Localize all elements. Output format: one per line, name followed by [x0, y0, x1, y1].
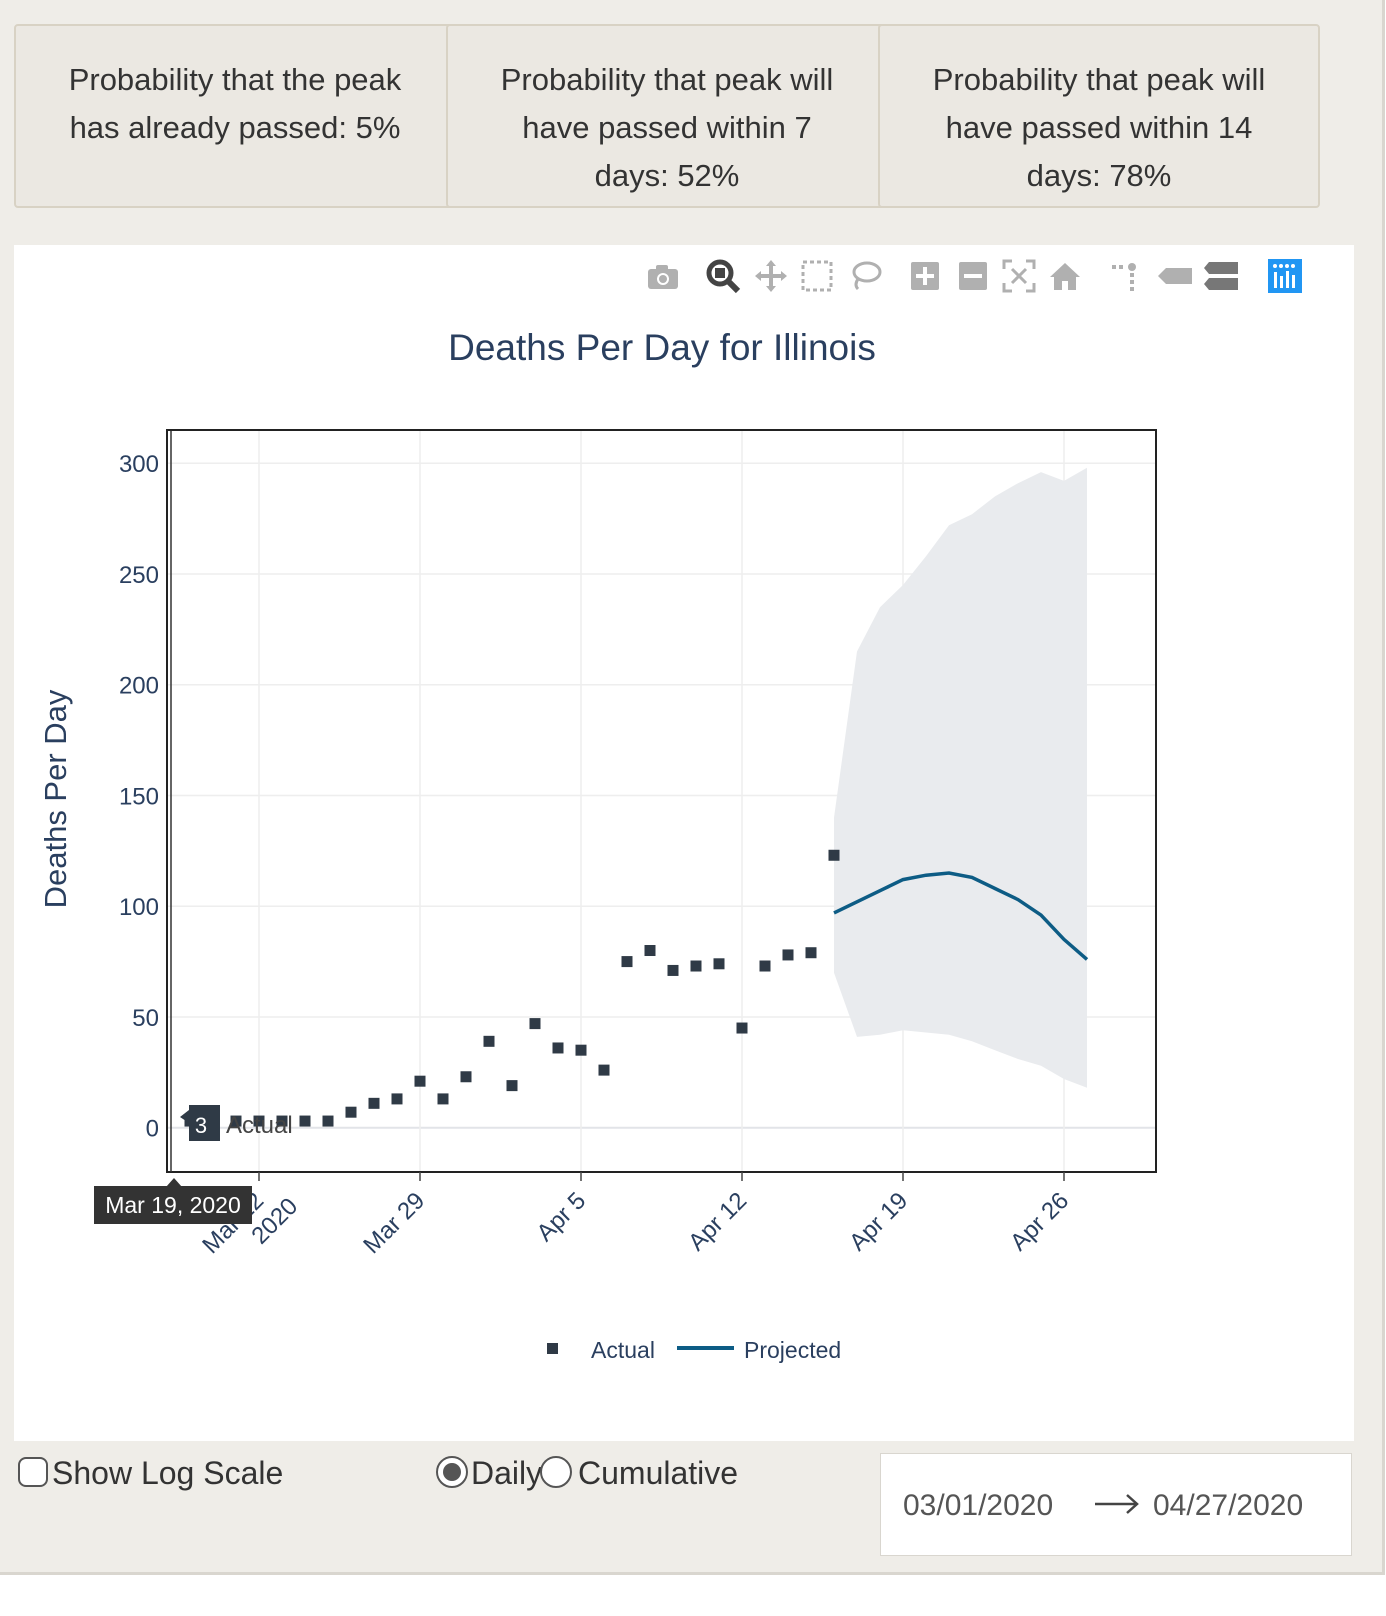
chart-modebar — [14, 245, 1354, 305]
actual-data-point — [299, 1115, 311, 1127]
app-background: Probability that the peak has already pa… — [0, 0, 1385, 1575]
camera-icon[interactable] — [644, 257, 682, 295]
projection-uncertainty-band — [834, 467, 1087, 1088]
pan-icon[interactable] — [752, 257, 790, 295]
actual-data-point — [368, 1097, 380, 1109]
projected-series-line — [833, 871, 1089, 961]
actual-data-point — [828, 849, 840, 861]
cumulative-radio[interactable] — [540, 1456, 572, 1488]
actual-data-point — [276, 1115, 288, 1127]
actual-data-point — [713, 958, 725, 970]
x-tick-label: Apr 5 — [532, 1187, 592, 1247]
actual-data-point — [460, 1071, 472, 1083]
legend-actual-label[interactable]: Actual — [591, 1337, 655, 1363]
peak-7-days-probability-card: Probability that peak will have passed w… — [446, 24, 888, 208]
reset-axes-icon[interactable] — [1046, 257, 1084, 295]
chart-panel: Deaths Per Day for Illinois Deaths Per D… — [14, 245, 1354, 1441]
chart-legend: Actual Projected — [547, 1337, 841, 1363]
y-tick-label: 250 — [119, 562, 159, 589]
cumulative-label[interactable]: Cumulative — [578, 1455, 739, 1491]
actual-data-point — [391, 1093, 403, 1105]
legend-actual-marker[interactable] — [547, 1343, 558, 1354]
card-line: Probability that peak will — [932, 62, 1266, 97]
actual-data-point — [782, 949, 794, 961]
y-tick-label: 300 — [119, 451, 159, 478]
zoom-icon[interactable] — [704, 257, 742, 295]
actual-data-point — [437, 1093, 449, 1105]
actual-data-point — [736, 1022, 748, 1034]
y-tick-label: 150 — [119, 783, 159, 810]
legend-projected-label[interactable]: Projected — [744, 1337, 841, 1363]
x-tick-label: Apr 19 — [844, 1187, 913, 1256]
box-select-icon[interactable] — [798, 257, 836, 295]
date-range-picker: 03/01/2020 04/27/2020 — [880, 1453, 1352, 1556]
daily-label[interactable]: Daily — [471, 1455, 543, 1491]
log-scale-label[interactable]: Show Log Scale — [52, 1455, 284, 1491]
arrow-right-icon — [1095, 1494, 1139, 1514]
card-line: days: 52% — [594, 158, 740, 193]
actual-data-point — [552, 1042, 564, 1054]
hover-date: Mar 19, 2020 — [105, 1192, 241, 1218]
plot-area-border — [166, 429, 1157, 1173]
hover-series-name: Actual — [226, 1112, 293, 1139]
log-scale-checkbox[interactable] — [18, 1457, 48, 1487]
y-tick-label: 0 — [146, 1116, 159, 1143]
card-line: days: 78% — [1026, 158, 1172, 193]
daily-radio[interactable] — [436, 1456, 468, 1488]
x-tick-label: Apr 26 — [1005, 1187, 1074, 1256]
card-line: have passed within 14 — [945, 110, 1253, 145]
end-date-input[interactable]: 04/27/2020 — [1153, 1489, 1304, 1522]
chart-controls: Show Log Scale Daily Cumulative 03/01/20… — [0, 1441, 1382, 1572]
zoom-out-icon[interactable] — [954, 257, 992, 295]
actual-data-point — [230, 1115, 242, 1127]
start-date-input[interactable]: 03/01/2020 — [903, 1489, 1054, 1522]
actual-data-point — [345, 1106, 357, 1118]
hover-date-box — [94, 1186, 252, 1224]
actual-data-point — [253, 1115, 265, 1127]
y-tick-label: 100 — [119, 894, 159, 921]
actual-data-point — [506, 1080, 518, 1092]
x-tick-label: Apr 12 — [683, 1187, 752, 1256]
actual-data-point — [575, 1044, 587, 1056]
zoom-in-icon[interactable] — [906, 257, 944, 295]
actual-data-point — [644, 945, 656, 957]
actual-data-point — [667, 964, 679, 976]
actual-data-point — [621, 956, 633, 968]
x-tick-label: Mar 29 — [358, 1187, 430, 1259]
hover-tooltip-box — [180, 1105, 220, 1141]
hover-date-pointer — [166, 1178, 182, 1187]
card-line: Probability that the peak — [68, 62, 402, 97]
plotly-logo-icon[interactable] — [1266, 257, 1304, 295]
actual-data-point — [322, 1115, 334, 1127]
hover-closest-icon[interactable] — [1156, 257, 1194, 295]
actual-data-point — [598, 1064, 610, 1076]
peak-14-days-probability-card: Probability that peak will have passed w… — [878, 24, 1320, 208]
chart-title: Deaths Per Day for Illinois — [448, 327, 876, 368]
actual-data-point — [483, 1035, 495, 1047]
actual-data-point — [759, 960, 771, 972]
spike-lines-icon[interactable] — [1106, 257, 1144, 295]
peak-passed-probability-card: Probability that the peak has already pa… — [14, 24, 456, 208]
actual-data-point — [529, 1018, 541, 1030]
card-line: has already passed: 5% — [69, 110, 401, 145]
actual-data-point — [805, 947, 817, 959]
actual-data-point — [690, 960, 702, 972]
card-line: Probability that peak will — [500, 62, 834, 97]
autoscale-icon[interactable] — [1000, 257, 1038, 295]
y-axis-title: Deaths Per Day — [38, 689, 73, 908]
hover-compare-icon[interactable] — [1202, 257, 1240, 295]
lasso-icon[interactable] — [846, 257, 884, 295]
deaths-per-day-chart: Deaths Per Day for Illinois Deaths Per D… — [38, 327, 1157, 1363]
y-tick-label: 200 — [119, 673, 159, 700]
y-tick-label: 50 — [132, 1005, 159, 1032]
card-line: have passed within 7 — [522, 110, 812, 145]
hover-value: 3 — [195, 1113, 207, 1138]
actual-data-point — [414, 1075, 426, 1087]
